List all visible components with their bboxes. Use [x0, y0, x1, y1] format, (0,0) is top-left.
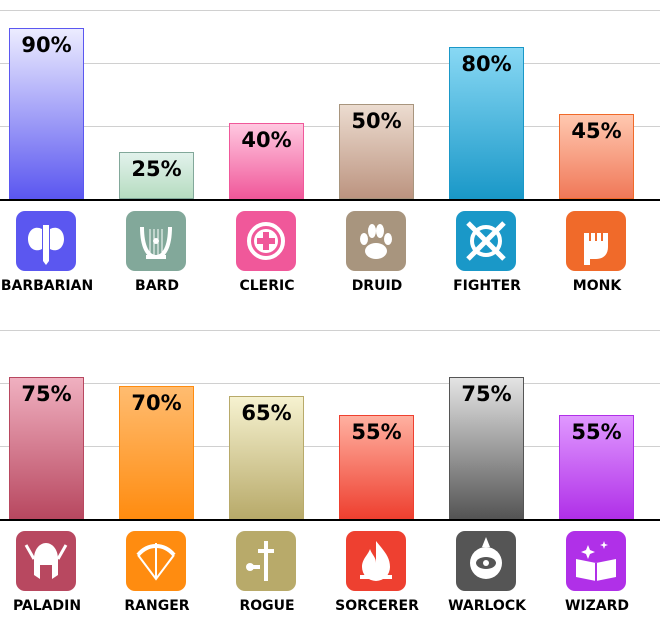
data-label: 50% [351, 109, 402, 133]
gridline [0, 446, 660, 447]
category-label: CLERIC [239, 278, 295, 294]
spellbook-icon [566, 531, 626, 591]
gridline [0, 126, 660, 127]
paw-icon [346, 211, 406, 271]
bar-fighter: 80% [449, 47, 524, 199]
data-label: 25% [131, 156, 182, 181]
data-label: 75% [21, 381, 72, 406]
bar-barbarian: 90% [9, 28, 84, 199]
data-label: 80% [461, 52, 512, 76]
category-label: RANGER [124, 598, 190, 614]
category-label: FIGHTER [453, 278, 521, 294]
bar-warlock: 75% [449, 376, 524, 519]
double-axe-icon [16, 211, 76, 271]
data-label: 70% [131, 391, 182, 415]
fist-icon [566, 211, 626, 271]
gridline [0, 330, 660, 331]
data-label: 55% [351, 419, 402, 444]
holy-cross-icon [236, 211, 296, 271]
bar-druid: 50% [339, 104, 414, 199]
data-label: 45% [571, 118, 622, 143]
lyre-icon [126, 211, 186, 271]
bar-ranger: 70% [119, 386, 194, 519]
bar-cleric: 40% [229, 123, 304, 199]
crossed-swords-shield-icon [456, 211, 516, 271]
data-label: 90% [21, 33, 72, 57]
bar-rogue: 65% [229, 395, 304, 519]
category-label: WIZARD [564, 598, 630, 614]
chart-bottom: 75% PALADIN 70% RANGER 65% ROGUE 55% SORCERER 75… [0, 320, 660, 640]
data-label: 65% [241, 400, 292, 425]
flame-icon [346, 531, 406, 591]
category-label: DRUID [351, 278, 403, 294]
chart-top: 90% BARBARIAN 25% BARD 40% CLERIC 50% DRUID 80% F… [0, 10, 660, 294]
gridline [0, 383, 660, 384]
data-label: 55% [571, 419, 622, 444]
bar-sorcerer: 55% [339, 414, 414, 519]
bar-bard: 25% [119, 151, 194, 199]
dagger-key-icon [236, 531, 296, 591]
category-label: SORCERER [335, 598, 419, 614]
gridline [0, 63, 660, 64]
bar-wizard: 55% [559, 414, 634, 519]
eye-icon [456, 531, 516, 591]
gridline [0, 10, 660, 11]
category-label: BARBARIAN [0, 278, 94, 294]
winged-helmet-icon [16, 531, 76, 591]
bow-arrow-icon [126, 531, 186, 591]
category-label: MONK [572, 278, 622, 294]
data-label: 40% [241, 128, 292, 152]
bar-paladin: 75% [9, 376, 84, 519]
baseline [0, 199, 660, 201]
category-label: WARLOCK [448, 598, 526, 614]
data-label: 75% [461, 381, 512, 406]
category-label: ROGUE [239, 598, 295, 614]
bar-monk: 45% [559, 113, 634, 199]
category-label: BARD [135, 278, 179, 294]
category-label: PALADIN [12, 598, 82, 614]
baseline [0, 519, 660, 521]
